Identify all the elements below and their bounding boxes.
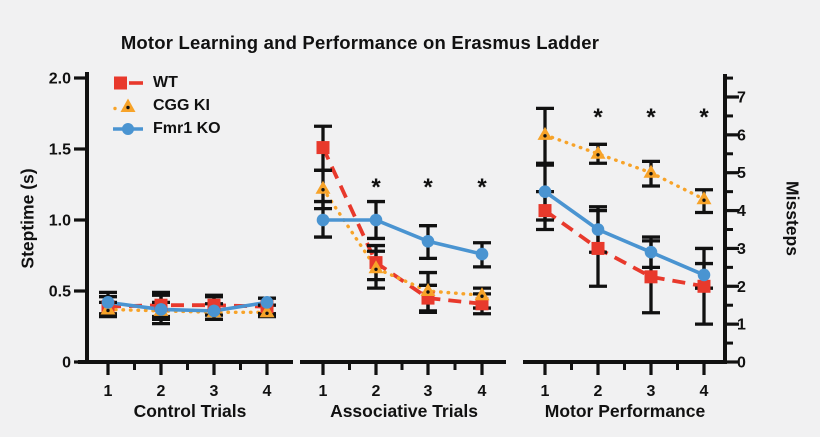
data-point-marker (697, 268, 711, 282)
data-point-marker-dot (702, 198, 706, 202)
x-axis-tick-label: 3 (210, 383, 219, 400)
y-axis-left-tick-label: 2.0 (49, 71, 71, 88)
x-axis-tick-label: 4 (700, 383, 709, 400)
x-axis-tick-label: 3 (647, 383, 656, 400)
significance-asterisk: * (646, 104, 656, 131)
y-axis-right-tick-label: 3 (737, 241, 746, 258)
x-axis-tick-label: 3 (424, 383, 433, 400)
x-axis-tick-label: 1 (319, 383, 328, 400)
series-line-cgg-ki (543, 133, 706, 201)
data-point-marker (644, 270, 658, 284)
legend-label: CGG KI (153, 96, 210, 114)
data-point-marker (591, 241, 605, 255)
legend-triangle (120, 98, 136, 112)
data-point-marker (154, 303, 168, 316)
series-line-fmr1-ko (543, 190, 705, 277)
fmr1-ko-marker-icon (113, 122, 143, 135)
x-axis-tick-label: 4 (478, 383, 487, 400)
data-point-marker-dot (321, 188, 325, 192)
data-point-marker (368, 260, 384, 274)
legend-item-fmr1-ko: Fmr1 KO (112, 117, 221, 140)
data-point-marker-dot (543, 134, 547, 138)
data-point-marker (474, 287, 490, 301)
left-axis-title: Steptime (s) (17, 168, 38, 269)
legend-item-cgg-ki: CGG KI (112, 94, 221, 117)
wt-marker-icon (114, 76, 143, 89)
data-point-marker-dot (265, 311, 269, 315)
y-axis-right-tick-label: 5 (737, 165, 746, 182)
series-line-fmr1-ko (107, 300, 268, 313)
data-point-marker (316, 141, 330, 155)
series-line-wt (543, 209, 705, 289)
data-point-marker (421, 235, 435, 248)
legend-label: WT (153, 73, 178, 91)
x-axis-tick-label: 2 (594, 383, 603, 400)
data-point-marker-dot (596, 153, 600, 157)
series-line-cgg-ki (321, 187, 484, 297)
significance-asterisk: * (477, 174, 487, 201)
data-point-marker (259, 304, 275, 318)
y-axis-right-tick-label: 0 (737, 355, 746, 372)
x-axis-tick-label: 2 (372, 383, 381, 400)
legend: WT CGG KI Fmr1 KO (112, 71, 221, 140)
series-line-fmr1-ko (323, 218, 483, 256)
data-point-marker (538, 204, 552, 218)
legend-circle (122, 122, 134, 135)
data-point-marker (644, 245, 658, 259)
data-point-marker (369, 213, 383, 227)
legend-square (114, 76, 127, 89)
panel-title-associative-trials: Associative Trials (330, 401, 478, 421)
significance-asterisk: * (371, 174, 381, 201)
right-axis-title: Missteps (782, 181, 803, 256)
data-point-marker (696, 191, 712, 205)
y-axis-right-tick-label: 6 (737, 127, 746, 144)
y-axis-left-tick-label: 0.5 (49, 284, 71, 301)
data-point-marker-dot (649, 172, 653, 176)
series-line-wt (321, 146, 483, 306)
significance-asterisk: * (593, 104, 603, 131)
y-axis-right-tick-label: 4 (737, 203, 746, 220)
x-axis-tick-label: 1 (541, 383, 550, 400)
y-axis-right-tick-label: 1 (737, 317, 746, 334)
data-point-marker (590, 145, 606, 159)
y-axis-right-tick-label: 2 (737, 279, 746, 296)
y-axis-left-tick-label: 0 (62, 355, 71, 372)
legend-triangle-dot (126, 105, 130, 109)
y-axis-right-tick-label: 7 (737, 90, 746, 107)
data-point-marker (538, 185, 552, 198)
chart-title: Motor Learning and Performance on Erasmu… (120, 32, 600, 53)
data-point-marker (101, 296, 115, 309)
panel-title-control-trials: Control Trials (133, 401, 247, 421)
data-point-marker-dot (480, 294, 484, 298)
data-point-marker (697, 279, 711, 293)
significance-asterisk: * (423, 174, 433, 201)
data-point-marker (475, 297, 489, 311)
data-point-marker (207, 304, 221, 318)
significance-asterisk: * (699, 104, 709, 131)
data-point-marker (420, 283, 436, 296)
data-point-marker-dot (426, 290, 430, 294)
data-point-marker (591, 223, 605, 236)
x-axis-tick-label: 2 (157, 383, 166, 400)
legend-item-wt: WT (112, 71, 221, 94)
data-point-marker-dot (374, 267, 378, 271)
data-point-marker (475, 247, 489, 261)
x-axis-tick-label: 4 (263, 383, 272, 400)
panel-title-motor-performance: Motor Performance (544, 401, 706, 421)
legend-dot (113, 106, 117, 110)
y-axis-left-tick-label: 1.5 (49, 142, 71, 159)
data-point-marker (537, 126, 553, 140)
legend-label: Fmr1 KO (153, 119, 221, 137)
x-axis-tick-label: 1 (104, 383, 113, 400)
cgg-ki-marker-icon (113, 98, 136, 112)
data-point-marker (315, 180, 331, 194)
y-axis-left-tick-label: 1.0 (49, 213, 71, 230)
data-point-marker (643, 164, 659, 178)
data-point-marker (316, 213, 330, 227)
data-point-marker-dot (106, 308, 110, 313)
data-point-marker (260, 296, 274, 309)
